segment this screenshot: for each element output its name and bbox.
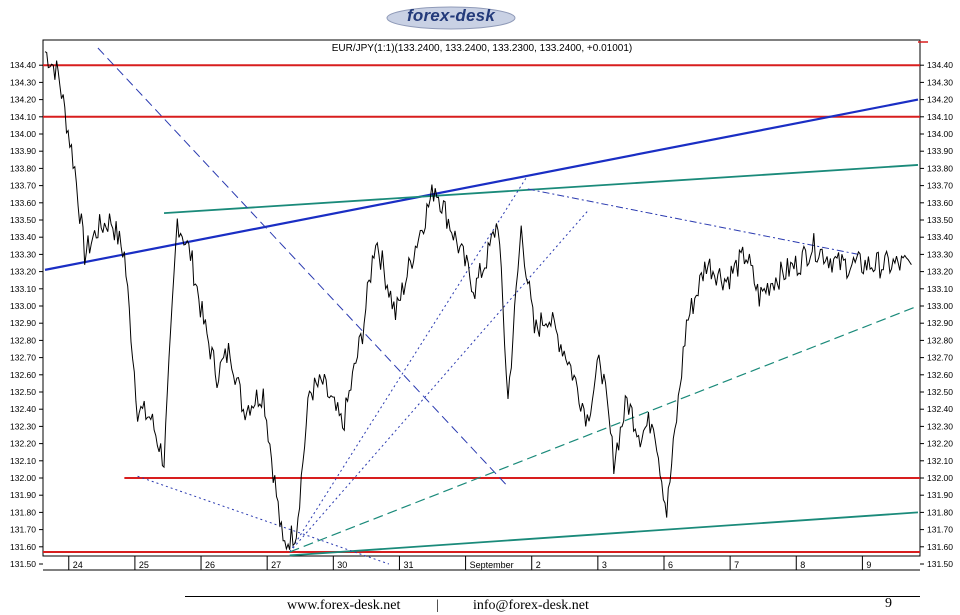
y-tick-label-right: 133.80 [927, 163, 953, 173]
trendline-3 [97, 47, 509, 487]
trendline-0 [44, 98, 919, 271]
y-tick-label-left: 133.50 [10, 215, 36, 225]
y-tick-label-left: 131.90 [10, 490, 36, 500]
y-tick-label-right: 133.30 [927, 249, 953, 259]
y-tick-label-left: 133.30 [10, 249, 36, 259]
y-tick-label-left: 132.00 [10, 473, 36, 483]
y-tick-label-right: 134.40 [927, 60, 953, 70]
y-tick-label-left: 133.80 [10, 163, 36, 173]
y-tick-label-right: 133.60 [927, 198, 953, 208]
y-tick-label-left: 133.20 [10, 267, 36, 277]
y-tick-label-left: 133.10 [10, 284, 36, 294]
page-footer: www.forex-desk.net | info@forex-desk.net… [0, 592, 960, 615]
y-tick-label-right: 132.20 [927, 439, 953, 449]
x-tick-label: 25 [139, 560, 149, 570]
trendline-8 [289, 305, 919, 553]
y-tick-label-right: 133.10 [927, 284, 953, 294]
x-tick-label: 30 [337, 560, 347, 570]
y-tick-label-right: 132.10 [927, 456, 953, 466]
x-tick-label: 31 [403, 560, 413, 570]
y-tick-label-left: 132.20 [10, 439, 36, 449]
y-tick-label-right: 131.80 [927, 507, 953, 517]
y-tick-label-right: 132.50 [927, 387, 953, 397]
y-tick-label-right: 133.40 [927, 232, 953, 242]
y-tick-label-left: 134.20 [10, 95, 36, 105]
y-tick-label-left: 133.90 [10, 146, 36, 156]
y-tick-label-left: 134.40 [10, 60, 36, 70]
x-tick-label: 27 [271, 560, 281, 570]
trendline-6 [289, 175, 529, 553]
y-tick-label-right: 132.60 [927, 370, 953, 380]
footer-divider [185, 596, 920, 597]
logo-swoosh-icon [386, 6, 516, 30]
y-tick-label-left: 132.80 [10, 335, 36, 345]
x-tick-label: 26 [205, 560, 215, 570]
y-tick-label-left: 132.70 [10, 353, 36, 363]
y-tick-label-right: 134.10 [927, 112, 953, 122]
trendline-7 [289, 211, 588, 553]
x-tick-label: 9 [866, 560, 871, 570]
plot-frame [42, 39, 921, 557]
y-tick-label-left: 132.90 [10, 318, 36, 328]
page-number: 9 [885, 596, 892, 611]
x-tick-label: 8 [800, 560, 805, 570]
y-tick-label-left: 133.00 [10, 301, 36, 311]
y-tick-label-left: 133.40 [10, 232, 36, 242]
y-tick-label-left: 133.60 [10, 198, 36, 208]
x-tick-label: 6 [668, 560, 673, 570]
y-tick-label-left: 131.50 [10, 559, 36, 569]
y-tick-label-left: 134.30 [10, 77, 36, 87]
y-tick-label-right: 133.50 [927, 215, 953, 225]
y-tick-label-right: 134.30 [927, 77, 953, 87]
trendline-2 [289, 511, 919, 557]
y-tick-label-left: 131.80 [10, 507, 36, 517]
x-tick-label: 3 [602, 560, 607, 570]
y-tick-label-right: 132.40 [927, 404, 953, 414]
y-tick-label-right: 131.60 [927, 542, 953, 552]
chart-title: EUR/JPY(1:1)(133.2400, 133.2400, 133.230… [332, 43, 633, 54]
y-tick-label-left: 132.10 [10, 456, 36, 466]
y-tick-label-right: 132.70 [927, 353, 953, 363]
footer-website-link[interactable]: www.forex-desk.net [287, 598, 401, 613]
y-tick-label-right: 131.50 [927, 559, 953, 569]
trendline-5 [137, 475, 390, 565]
y-tick-label-right: 132.00 [927, 473, 953, 483]
y-tick-label-right: 134.20 [927, 95, 953, 105]
y-tick-label-left: 132.40 [10, 404, 36, 414]
y-tick-label-left: 132.30 [10, 421, 36, 431]
footer-email-link[interactable]: info@forex-desk.net [473, 598, 589, 613]
footer-separator: | [436, 598, 439, 613]
y-tick-label-right: 131.90 [927, 490, 953, 500]
trendline-4 [527, 188, 859, 255]
y-tick-label-left: 131.70 [10, 525, 36, 535]
y-tick-label-left: 134.00 [10, 129, 36, 139]
y-tick-label-left: 134.10 [10, 112, 36, 122]
y-tick-label-right: 133.00 [927, 301, 953, 311]
x-tick-label: 7 [734, 560, 739, 570]
x-tick-label: September [470, 560, 514, 570]
y-tick-label-right: 132.80 [927, 335, 953, 345]
y-tick-label-right: 133.90 [927, 146, 953, 156]
y-tick-label-left: 132.60 [10, 370, 36, 380]
eurjpy-chart: EUR/JPY(1:1)(133.2400, 133.2400, 133.230… [10, 39, 953, 571]
x-tick-label: 2 [536, 560, 541, 570]
y-tick-label-right: 131.70 [927, 525, 953, 535]
y-tick-label-left: 133.70 [10, 181, 36, 191]
y-tick-label-right: 133.20 [927, 267, 953, 277]
y-tick-label-right: 134.00 [927, 129, 953, 139]
y-tick-label-right: 133.70 [927, 181, 953, 191]
y-tick-label-left: 131.60 [10, 542, 36, 552]
logo-text: forex-desk [407, 6, 495, 25]
y-tick-label-right: 132.30 [927, 421, 953, 431]
y-tick-label-right: 132.90 [927, 318, 953, 328]
x-tick-label: 24 [73, 560, 83, 570]
forex-desk-logo: forex-desk [385, 4, 517, 30]
price-series-line [44, 51, 912, 551]
y-tick-label-left: 132.50 [10, 387, 36, 397]
trendline-1 [163, 164, 919, 215]
